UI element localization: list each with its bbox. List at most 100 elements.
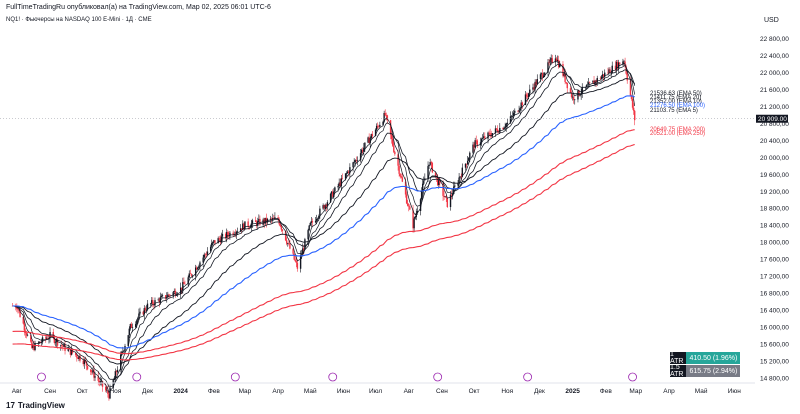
candle-body (383, 112, 385, 122)
ema-10-line (12, 63, 636, 388)
candle-body (559, 64, 561, 68)
candle-body (375, 125, 378, 130)
candle-body (164, 295, 167, 299)
candle-body (324, 204, 326, 209)
candle-body (367, 137, 369, 143)
candle-body (518, 110, 520, 112)
candle-body (319, 208, 321, 217)
candle-body (30, 334, 32, 342)
candle-body (55, 339, 58, 343)
candle-body (16, 307, 18, 310)
candle-body (309, 222, 311, 226)
x-tick-label: Май (695, 387, 708, 395)
y-tick-label: 18 000,00 (760, 240, 789, 247)
candle-body (616, 61, 619, 69)
candle-body (235, 231, 238, 235)
candle-body (499, 127, 501, 133)
candle-body (212, 241, 214, 244)
candle-body (142, 311, 144, 315)
candle-body (457, 182, 459, 186)
y-tick-label: 16 000,00 (760, 325, 789, 332)
candle-body (76, 355, 78, 358)
candle-body (517, 110, 519, 112)
candle-body (547, 62, 549, 73)
candle-body (17, 309, 19, 310)
ema-value-label: 21536.63 (EMA 50) (650, 91, 702, 97)
candle-body (61, 345, 63, 346)
candle-body (144, 308, 147, 311)
brand-name: TradingView (17, 401, 65, 410)
candle-body (460, 176, 462, 178)
candle-body (468, 158, 470, 161)
candle-body (131, 327, 134, 328)
candle-body (465, 163, 468, 165)
candle-body (555, 58, 558, 62)
candle-body (157, 299, 159, 301)
candle-body (469, 152, 471, 159)
y-axis: 22 800,00 22 400,00 22 000,00 21 600,00 21 2… (760, 36, 789, 383)
candle-body (400, 176, 402, 178)
y-tick-label: 15 200,00 (760, 359, 789, 366)
candle-body (369, 137, 371, 144)
candle-body (98, 380, 101, 383)
candle-body (299, 255, 302, 269)
candle-body (184, 283, 186, 285)
candle-body (587, 82, 590, 85)
candle-body (56, 339, 59, 346)
candle-body (158, 299, 160, 303)
candle-body (458, 177, 460, 183)
candle-body (511, 116, 514, 117)
candle-body (534, 81, 536, 90)
candle-body (394, 151, 396, 155)
candle-body (182, 282, 184, 290)
candle-body (340, 178, 343, 187)
candle-body (284, 230, 287, 241)
candle-body (438, 180, 440, 185)
last-price-marker (756, 114, 788, 123)
candle-body (397, 154, 399, 166)
candle-body (421, 183, 424, 192)
candle-body (46, 338, 48, 339)
candle-body (413, 218, 415, 229)
footer: 17 TradingView (6, 401, 65, 410)
candle-body (114, 371, 117, 378)
candle-body (86, 365, 89, 370)
x-tick-label: 2024 (173, 388, 188, 395)
y-tick-label: 22 400,00 (760, 53, 789, 60)
candle-body (378, 125, 380, 127)
candle-body (487, 132, 489, 139)
x-tick-label: Авг (404, 388, 415, 395)
candle-body (274, 217, 276, 219)
candle-body (60, 345, 62, 346)
candle-body (129, 324, 132, 329)
candle-body (109, 387, 111, 399)
x-tick-label: Окт (77, 388, 88, 395)
candle-body (565, 81, 567, 83)
x-tick-label: Сен (436, 388, 448, 395)
candle-body (557, 59, 560, 68)
candle-body (179, 287, 182, 294)
candle-body (287, 243, 289, 244)
candle-body (399, 173, 401, 177)
candle-body (611, 65, 613, 73)
candle-body (385, 115, 387, 116)
candle-body (595, 80, 597, 83)
candle-body (504, 127, 506, 128)
candle-body (408, 205, 410, 207)
candle-body (265, 217, 268, 223)
ema-50-line (12, 78, 636, 365)
candle-body (404, 181, 407, 195)
candle-body (536, 79, 538, 85)
candle-body (550, 58, 552, 60)
candle-body (315, 218, 318, 221)
candle-body (626, 73, 628, 81)
candle-body (370, 134, 372, 138)
candle-body (352, 162, 354, 168)
candle-body (488, 132, 490, 134)
candle-body (509, 116, 512, 123)
x-tick-label: Мар (239, 388, 252, 395)
y-tick-label: 18 800,00 (760, 206, 789, 213)
atr-1-row: 1 ATR 410.50 (1.96%) (670, 351, 741, 365)
candle-body (502, 127, 504, 130)
